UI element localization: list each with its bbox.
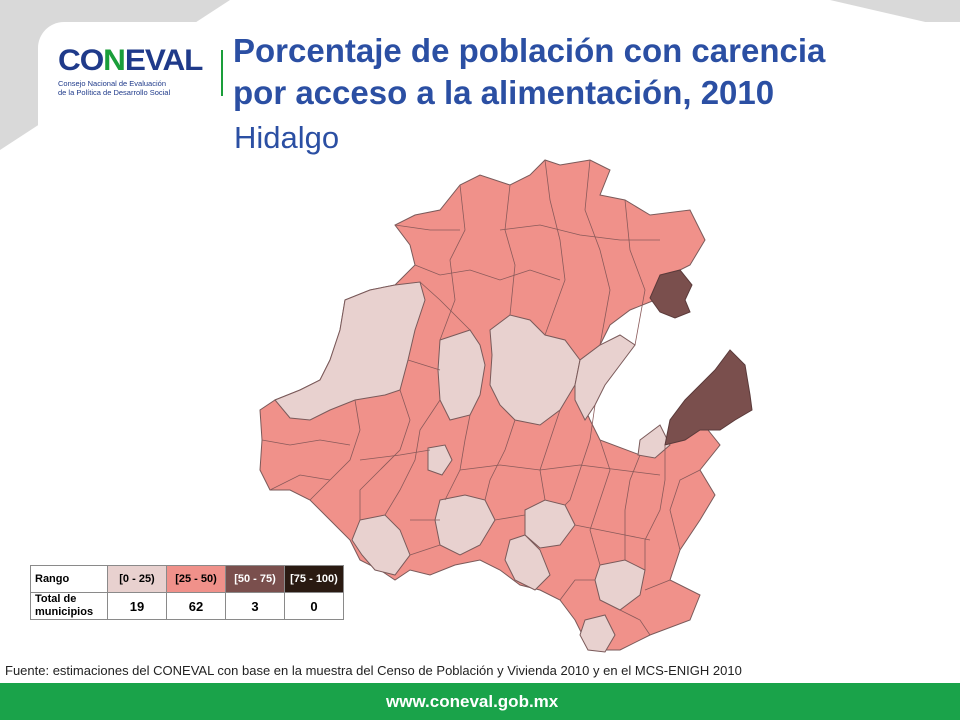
title-line-1: Porcentaje de población con carencia	[233, 32, 826, 69]
logo-subtitle-2: de la Política de Desarrollo Social	[58, 88, 171, 97]
legend-table: Rango [0 - 25) [25 - 50) [50 - 75) [75 -…	[30, 565, 344, 620]
map-region-light-southwest	[351, 514, 411, 576]
page-title: Porcentaje de población con carencia por…	[233, 30, 825, 114]
map-region-light-southeast	[594, 559, 646, 611]
legend-row-range: Rango [0 - 25) [25 - 50) [50 - 75) [75 -…	[30, 565, 344, 593]
map-region-light-east	[574, 334, 636, 421]
map-region-dark-north	[649, 269, 693, 319]
logo-wordmark: CONEVAL	[58, 44, 203, 77]
footer-url-link[interactable]: www.coneval.gob.mx	[386, 692, 559, 711]
map-region-light-center-2	[489, 314, 581, 426]
header-divider	[221, 50, 223, 96]
municipal-borders	[261, 159, 701, 636]
legend-count-50-75: 3	[225, 592, 285, 620]
legend-range-25-50: [25 - 50)	[166, 565, 226, 593]
footer-bar	[0, 683, 960, 720]
legend-range-label: Rango	[30, 565, 108, 593]
coneval-logo: CONEVAL Consejo Nacional de Evaluación d…	[58, 46, 208, 98]
map-region-light-east-2	[637, 424, 671, 459]
legend-range-75-100: [75 - 100)	[284, 565, 344, 593]
map-region-light-small	[427, 444, 453, 476]
map-region-light-south-3	[504, 534, 551, 591]
legend-range-0-25: [0 - 25)	[107, 565, 167, 593]
legend-range-50-75: [50 - 75)	[225, 565, 285, 593]
legend-count-25-50: 62	[166, 592, 226, 620]
header-card	[38, 22, 960, 152]
title-line-2: por acceso a la alimentación, 2010	[233, 74, 775, 111]
legend-count-label: Total de municipios	[30, 592, 108, 620]
map-region-light-south	[434, 494, 496, 556]
legend-row-count: Total de municipios 19 62 3 0	[30, 592, 344, 620]
legend-count-75-100: 0	[284, 592, 344, 620]
legend-count-0-25: 19	[107, 592, 167, 620]
logo-subtitle-1: Consejo Nacional de Evaluación	[58, 79, 166, 88]
map-region-dark-east	[664, 349, 753, 446]
source-note: Fuente: estimaciones del CONEVAL con bas…	[5, 663, 742, 678]
hidalgo-choropleth-map	[259, 159, 753, 653]
page-subtitle: Hidalgo	[234, 120, 340, 155]
map-region-light-bottom	[579, 614, 616, 653]
map-region-light-center	[437, 329, 486, 421]
